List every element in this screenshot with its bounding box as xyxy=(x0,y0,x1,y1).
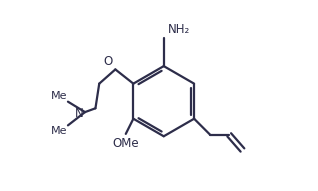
Text: Me: Me xyxy=(51,126,67,136)
Text: O: O xyxy=(104,55,113,69)
Text: Me: Me xyxy=(51,91,67,101)
Text: NH₂: NH₂ xyxy=(168,23,190,36)
Text: OMe: OMe xyxy=(113,137,139,150)
Text: N: N xyxy=(75,107,84,120)
